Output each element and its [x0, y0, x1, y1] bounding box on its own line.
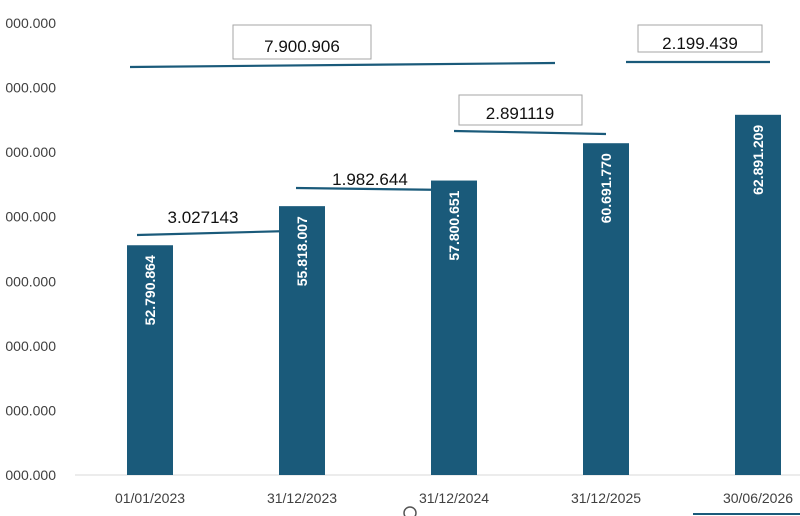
y-tick-label: 000.000: [5, 338, 56, 354]
x-tick-label: 31/12/2023: [267, 490, 337, 506]
bar: [127, 245, 173, 475]
difference-label: 2.891119: [486, 104, 554, 123]
difference-label: 1.982.644: [332, 170, 408, 189]
difference-line: [295, 186, 453, 192]
difference-line: [453, 129, 607, 136]
y-tick-label: 000.000: [5, 209, 56, 225]
difference-label: 3.027143: [168, 208, 239, 227]
x-axis-ticks: 01/01/2023 31/12/2023 31/12/2024 31/12/2025…: [115, 490, 793, 506]
x-tick-label: 31/12/2024: [419, 490, 489, 506]
annotation-box: [232, 24, 372, 60]
bar-value-label: 57.800.651: [446, 190, 462, 260]
y-tick-label: 000.000: [5, 80, 56, 96]
difference-line: [136, 229, 291, 237]
y-axis-ticks: 000.000 000.000 000.000 000.000 000.000 000.0…: [5, 15, 56, 483]
bar-value-label: 52.790.864: [142, 255, 158, 325]
x-tick-label: 01/01/2023: [115, 490, 185, 506]
difference-annotations: 3.027143 1.982.644 2.891119 2.199.439 7.900.…: [129, 24, 770, 237]
y-tick-label: 000.000: [5, 467, 56, 483]
y-tick-label: 000.000: [5, 402, 56, 418]
x-tick-label: 31/12/2025: [571, 490, 641, 506]
bars: 52.790.864 55.818.007 57.800.651 60.691.770…: [127, 114, 781, 475]
annotation-box: [637, 24, 763, 53]
bar-value-label: 60.691.770: [598, 153, 614, 223]
bar: [583, 143, 629, 475]
bar-value-label: 55.818.007: [294, 216, 310, 286]
annotation-box: [458, 94, 583, 126]
difference-label: 2.199.439: [662, 34, 738, 53]
bar: [431, 180, 477, 475]
resize-handle[interactable]: [403, 506, 417, 516]
bar: [279, 206, 325, 475]
y-tick-label: 000.000: [5, 15, 56, 31]
x-tick-label: 30/06/2026: [723, 490, 793, 506]
difference-line: [129, 61, 556, 69]
y-tick-label: 000.000: [5, 144, 56, 160]
bar: [735, 114, 781, 475]
difference-label: 7.900.906: [264, 37, 340, 56]
y-tick-label: 000.000: [5, 273, 56, 289]
bar-value-label: 62.891.209: [750, 125, 766, 195]
